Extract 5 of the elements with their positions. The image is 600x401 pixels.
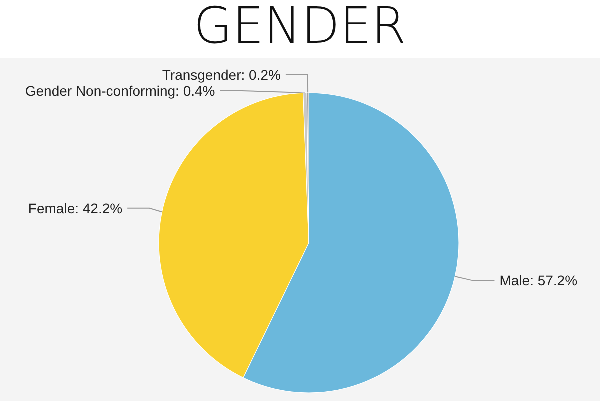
slice-label: Gender Non-conforming: 0.4%	[25, 83, 216, 100]
slice-label: Female: 42.2%	[28, 200, 123, 216]
slice-label: Transgender: 0.2%	[162, 67, 281, 84]
slice-label: Male: 57.2%	[500, 272, 578, 289]
chart-title: GENDER	[194, 0, 406, 55]
